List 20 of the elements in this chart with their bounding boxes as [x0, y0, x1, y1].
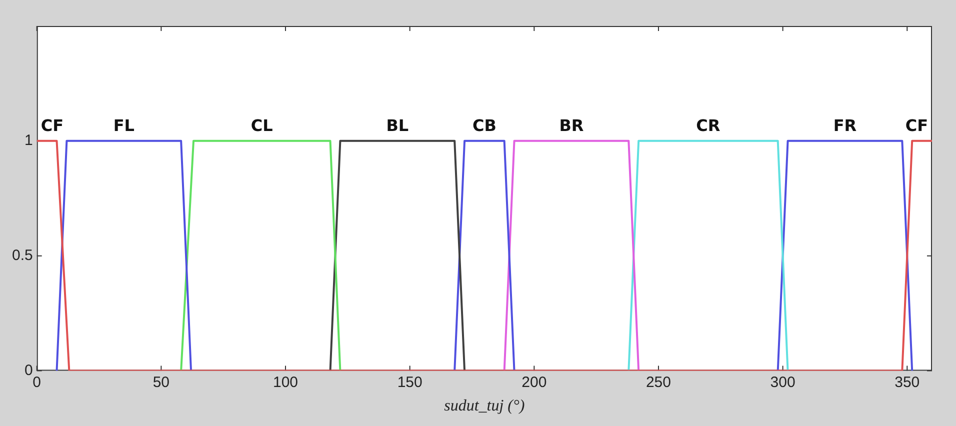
series-label: CR — [696, 116, 720, 136]
x-tick-label: 250 — [646, 374, 671, 391]
x-tick-label: 200 — [522, 374, 547, 391]
y-tick-label: 0 — [24, 362, 33, 379]
series-label: CB — [472, 116, 496, 136]
series-label: CL — [250, 116, 273, 136]
text: CF — [905, 116, 928, 136]
x-tick-label: 100 — [272, 374, 298, 391]
x-tick-label: 350 — [894, 374, 920, 391]
series-label: FR — [833, 116, 857, 136]
x-tick-label: 150 — [397, 374, 422, 391]
series-label: BR — [559, 116, 584, 136]
series-label: CF — [40, 116, 64, 136]
x-axis-title: sudut_tuj (°) — [444, 398, 525, 415]
x-tick-label: 300 — [770, 374, 796, 391]
series-label: BL — [386, 116, 409, 136]
y-tick-label: 1 — [24, 132, 33, 150]
series-label: FL — [113, 116, 134, 136]
y-tick-label: 0.5 — [12, 247, 33, 264]
x-tick-label: 50 — [152, 374, 170, 391]
